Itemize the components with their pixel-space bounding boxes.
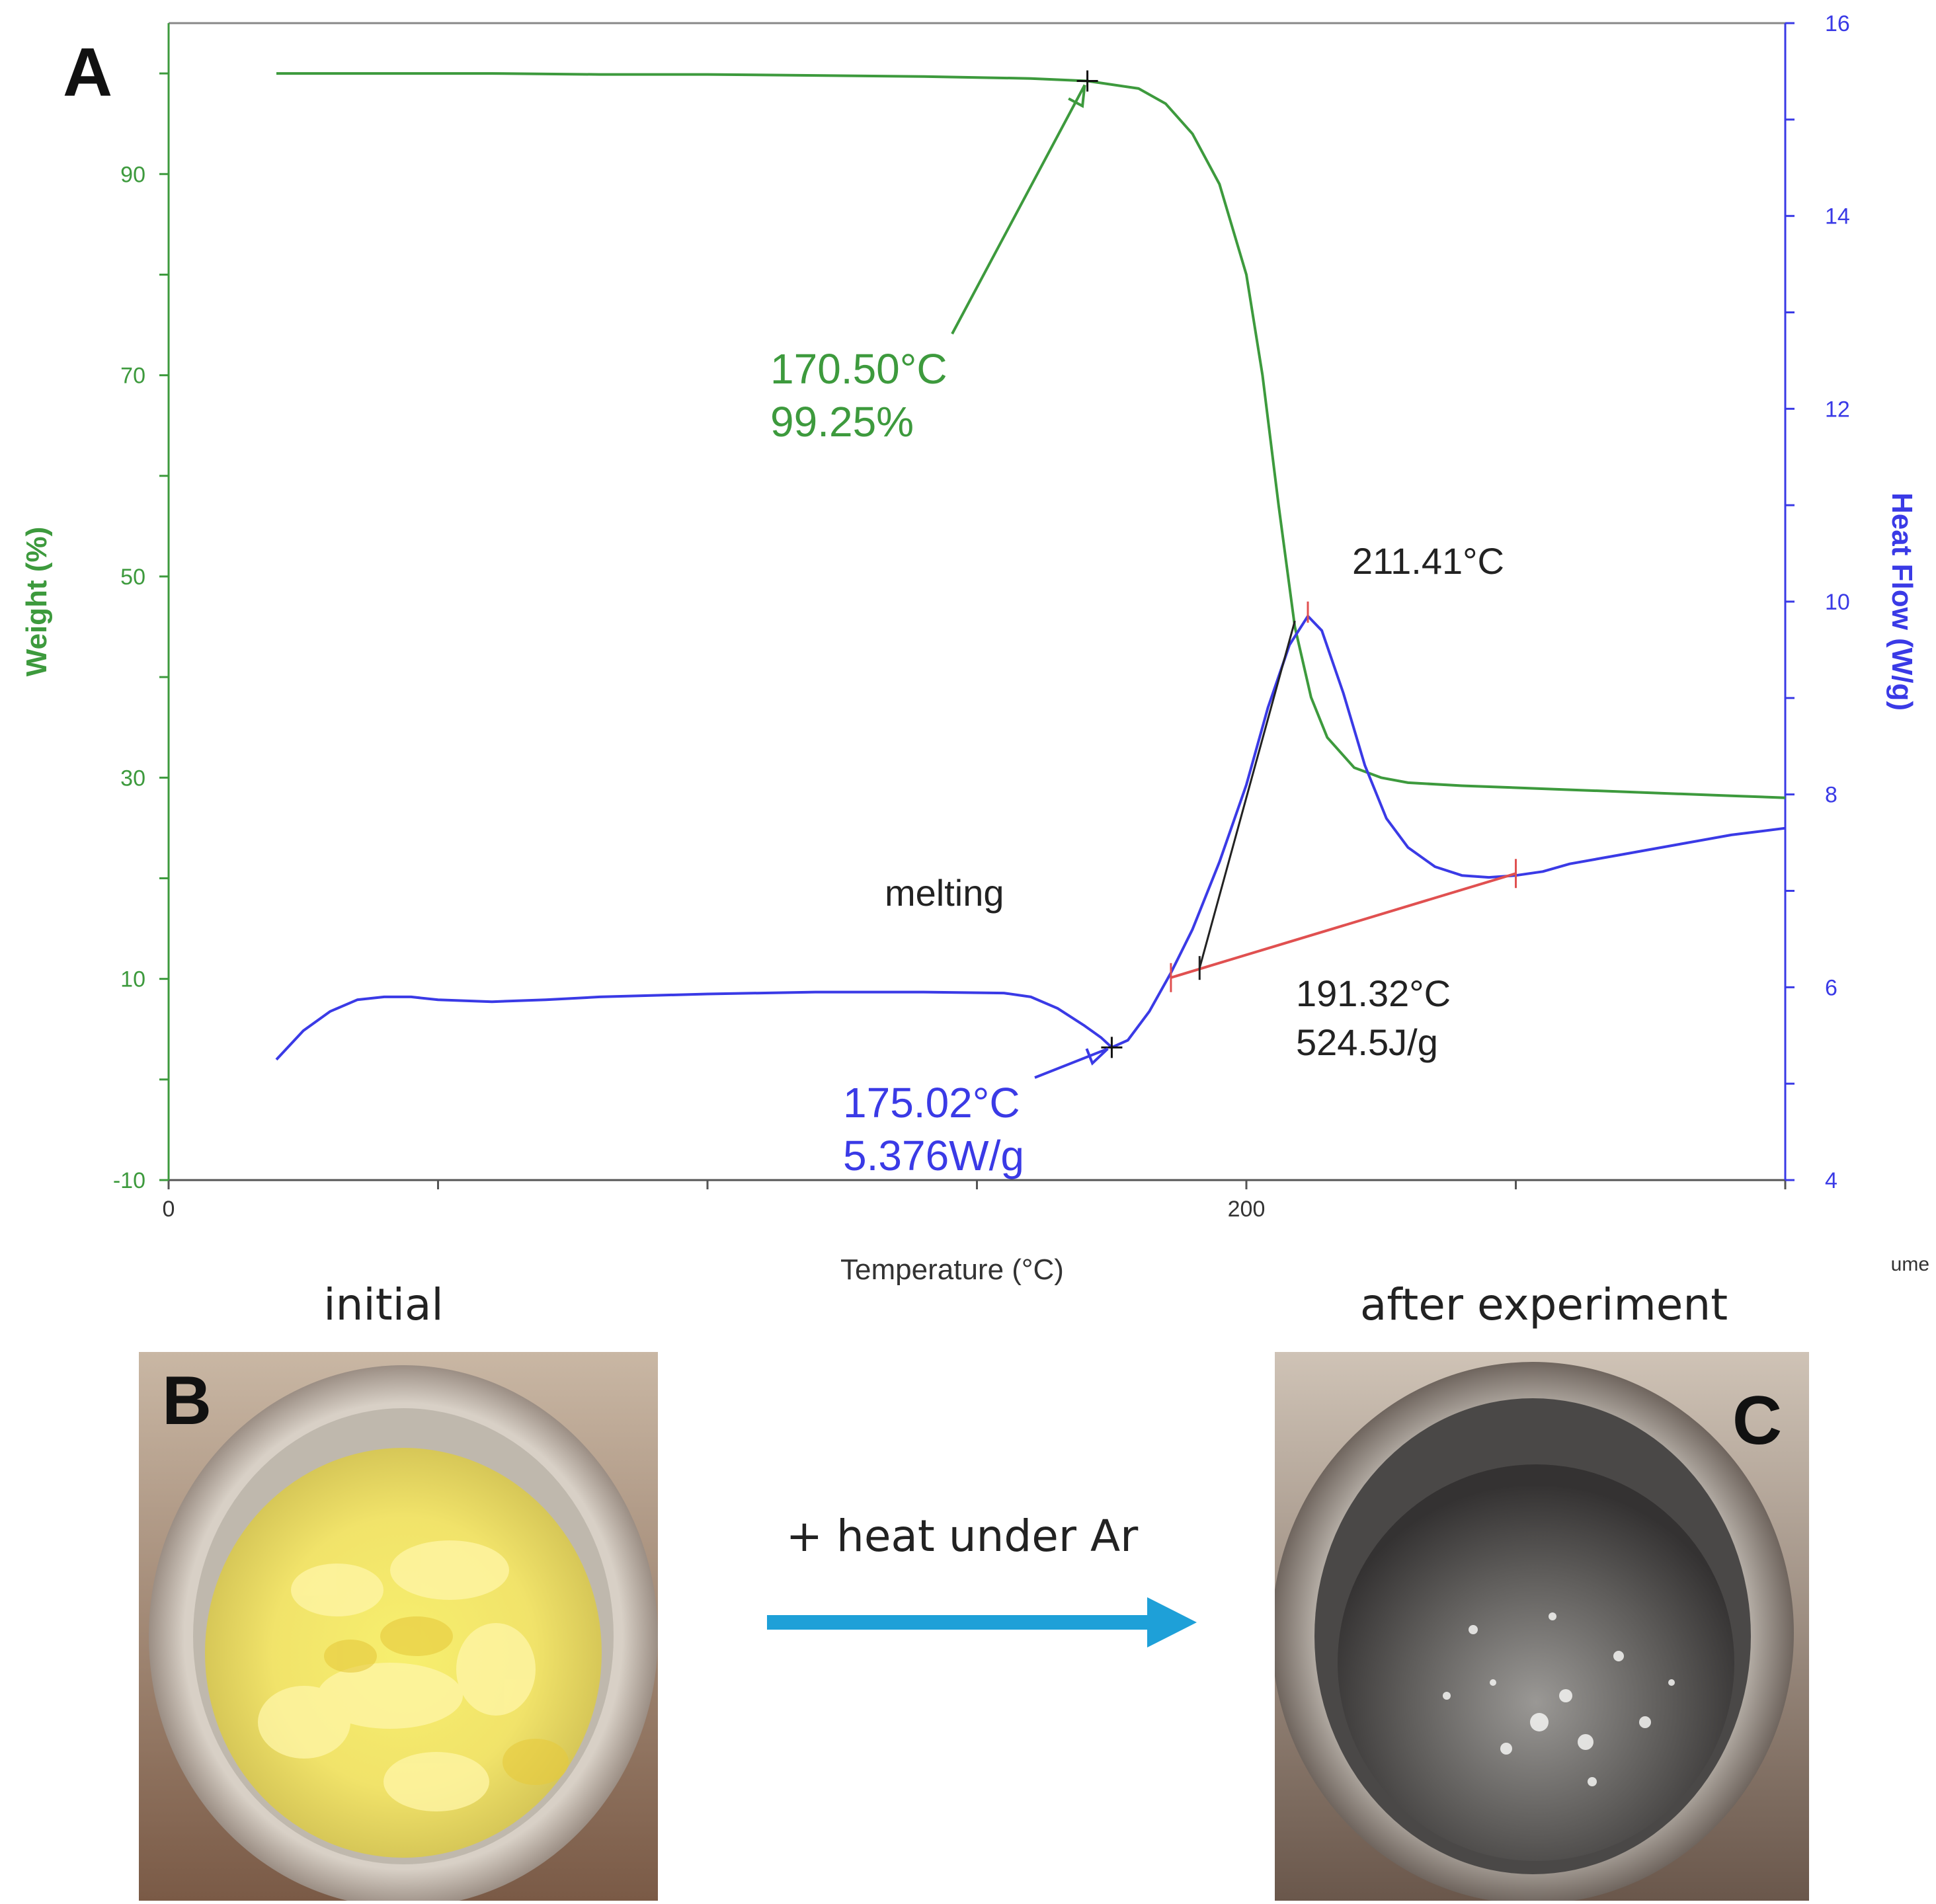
panel-label-c: C <box>1732 1382 1783 1459</box>
right-y-tick-label: 12 <box>1825 397 1850 422</box>
enthalpy-label: 191.32°C <box>1296 972 1451 1014</box>
right-y-tick-label: 6 <box>1825 975 1837 1000</box>
right-y-tick-label: 10 <box>1825 590 1850 615</box>
photo-initial-sample <box>139 1352 658 1901</box>
enthalpy-label: 524.5J/g <box>1296 1021 1438 1063</box>
process-arrow <box>767 1597 1197 1647</box>
weight-onset-arrow-head <box>1068 85 1086 108</box>
heat-under-ar-label: + heat under Ar <box>786 1511 1139 1562</box>
left-y-tick-label: 70 <box>120 364 145 389</box>
right-y-tick-label: 8 <box>1825 783 1837 808</box>
x-tick-label: 200 <box>1228 1197 1266 1222</box>
weight-onset-label: 99.25% <box>770 398 914 446</box>
heat-flow-onset-arrow <box>1034 1047 1109 1079</box>
heat-flow-curve <box>275 614 1786 1061</box>
heat-flow-onset-label: 175.02°C <box>843 1079 1020 1127</box>
heat-flow-onset-arrow-head <box>1085 1047 1109 1066</box>
caption-after-experiment: after experiment <box>1359 1279 1728 1330</box>
weight-onset-arrow <box>951 84 1086 335</box>
right-edge-fragment: ume <box>1891 1253 1929 1275</box>
panel-label-a: A <box>63 34 112 111</box>
left-y-tick-label: 30 <box>120 766 145 791</box>
left-y-axis-title: Weight (%) <box>20 527 53 677</box>
x-axis-title: Temperature (°C) <box>840 1253 1064 1286</box>
right-y-tick-label: 14 <box>1825 204 1850 229</box>
onset-tangent-line <box>1198 620 1296 969</box>
heat-flow-onset-label: 5.376W/g <box>843 1132 1024 1179</box>
panel-label-b: B <box>162 1363 212 1439</box>
left-y-tick-label: 90 <box>120 162 145 187</box>
melting-label: melting <box>885 872 1004 914</box>
tga-dsc-chart: 0 200 Temperature (°C) ume -10 10 30 50 70 90 Weig… <box>20 11 1929 1286</box>
weight-onset-label: 170.50°C <box>770 345 948 393</box>
left-y-tick-label: 50 <box>120 565 145 590</box>
left-y-tick-label: 10 <box>120 967 145 992</box>
crucible-yellow-image <box>139 1352 658 1901</box>
photo-after-experiment <box>1275 1352 1809 1901</box>
right-y-tick-label: 4 <box>1825 1168 1837 1193</box>
caption-initial: initial <box>323 1279 444 1330</box>
right-y-tick-label: 16 <box>1825 11 1850 36</box>
left-y-tick-label: -10 <box>113 1168 145 1193</box>
crucible-grey-image <box>1275 1352 1809 1901</box>
x-tick-label: 0 <box>163 1197 175 1222</box>
weight-curve <box>276 72 1786 799</box>
right-y-axis-title: Heat Flow (W/g) <box>1886 493 1918 711</box>
peak-temperature-label: 211.41°C <box>1352 540 1504 582</box>
integration-baseline <box>1170 872 1517 979</box>
